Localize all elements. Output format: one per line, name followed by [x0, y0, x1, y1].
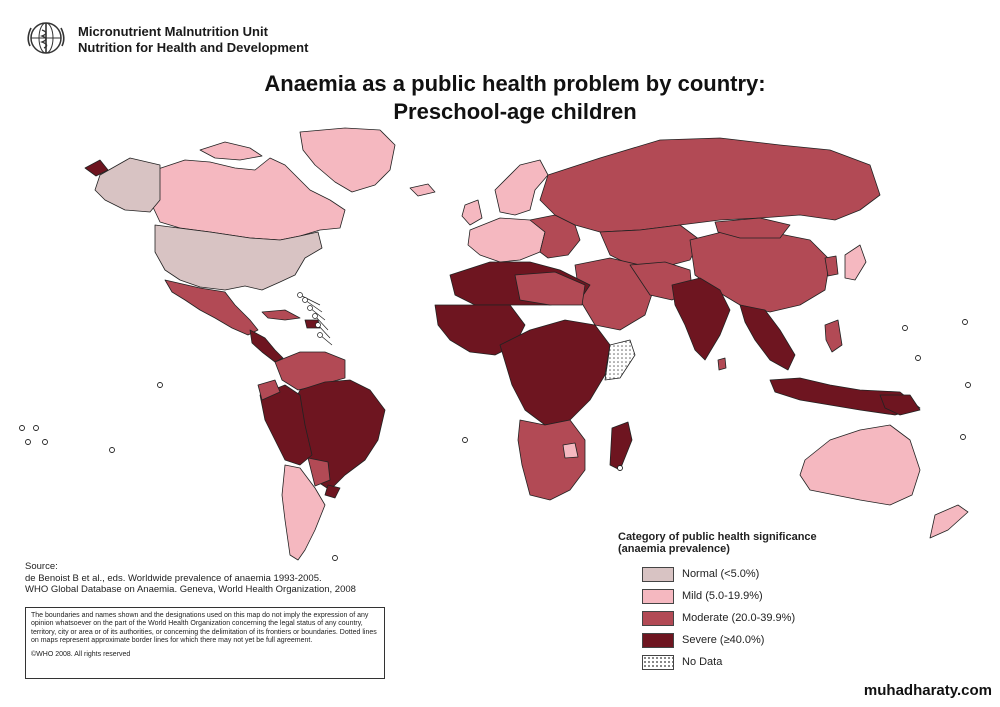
title-line-1: Anaemia as a public health problem by co… [264, 71, 766, 96]
island-marker [157, 382, 163, 388]
region-russia [539, 137, 881, 233]
island-marker [617, 465, 623, 471]
legend-label-severe: Severe (≥40.0%) [682, 634, 765, 646]
region-russia-far-east-isle [84, 159, 109, 177]
region-peru-bolivia [259, 384, 313, 466]
legend-swatch-severe [642, 632, 674, 648]
legend-swatch-moderate [642, 610, 674, 626]
legend-title-line-2: (anaemia prevalence) [618, 543, 730, 555]
legend-item-mild: Mild (5.0-19.9%) [642, 585, 868, 607]
region-korea [824, 255, 839, 277]
source-line-1: de Benoist B et al., eds. Worldwide prev… [25, 572, 322, 584]
island-marker [33, 425, 39, 431]
legend-title-line-1: Category of public health significance [618, 531, 817, 543]
region-canada [151, 157, 346, 241]
region-uk [461, 199, 483, 226]
region-egypt-libya [514, 271, 586, 306]
title-line-2: Preschool-age children [393, 99, 637, 124]
island-marker [462, 437, 468, 443]
region-philippines [824, 319, 843, 353]
region-central-america [249, 329, 284, 363]
region-middle-east [574, 257, 656, 331]
region-png [879, 394, 921, 416]
legend-item-moderate: Moderate (20.0-39.9%) [642, 607, 868, 629]
legend-label-no-data: No Data [682, 656, 723, 668]
region-canada-islands [199, 141, 263, 161]
page-title: Anaemia as a public health problem by co… [150, 70, 880, 126]
region-australia [799, 424, 921, 506]
region-usa [154, 224, 323, 291]
island-marker [42, 439, 48, 445]
legend-item-no-data: No Data [642, 651, 868, 673]
map-legend: Category of public health significance (… [618, 531, 868, 673]
region-central-africa [499, 319, 611, 426]
legend-title: Category of public health significance (… [618, 531, 868, 555]
legend-swatch-normal [642, 566, 674, 582]
island-marker [902, 325, 908, 331]
island-marker [297, 292, 303, 298]
region-sri-lanka [717, 357, 727, 371]
region-chile-argentina [281, 464, 326, 561]
org-line-2: Nutrition for Health and Development [78, 40, 309, 55]
island-marker [25, 439, 31, 445]
region-southern-africa [517, 419, 586, 501]
source-line-2: WHO Global Database on Anaemia. Geneva, … [25, 584, 356, 595]
island-marker [19, 425, 25, 431]
org-line-1: Micronutrient Malnutrition Unit [78, 24, 268, 39]
who-emblem-icon [27, 22, 65, 54]
region-cuba [261, 309, 301, 321]
region-central-asia [599, 224, 701, 269]
region-lesotho-mid [562, 442, 579, 459]
caribbean-callout-lines [299, 294, 333, 346]
source-label: Source: [25, 561, 58, 572]
island-marker [302, 297, 308, 303]
region-paraguay [307, 457, 331, 487]
region-ecuador [257, 379, 281, 401]
island-marker [332, 555, 338, 561]
island-marker [915, 355, 921, 361]
legend-item-normal: Normal (<5.0%) [642, 563, 868, 585]
island-marker [960, 434, 966, 440]
disclaimer-text: The boundaries and names shown and the d… [31, 612, 377, 645]
region-western-europe [467, 217, 546, 263]
island-marker [317, 332, 323, 338]
region-scandinavia [494, 159, 549, 216]
region-japan [844, 244, 867, 281]
legend-swatch-no-data [642, 654, 674, 670]
island-marker [307, 305, 313, 311]
region-new-zealand [929, 504, 969, 539]
legend-label-normal: Normal (<5.0%) [682, 568, 760, 580]
disclaimer-box: The boundaries and names shown and the d… [25, 607, 385, 679]
region-uruguay [324, 484, 341, 499]
region-greenland [299, 127, 396, 193]
region-mexico [164, 279, 259, 336]
island-marker [109, 447, 115, 453]
island-marker [962, 319, 968, 325]
region-alaska [94, 157, 161, 213]
region-iceland [409, 183, 436, 197]
watermark-text: muhadharaty.com [863, 682, 992, 699]
island-marker [315, 322, 321, 328]
legend-label-mild: Mild (5.0-19.9%) [682, 590, 763, 602]
legend-label-moderate: Moderate (20.0-39.9%) [682, 612, 796, 624]
island-marker [965, 382, 971, 388]
header-organization: Micronutrient Malnutrition Unit Nutritio… [22, 16, 308, 64]
region-southeast-asia [739, 304, 796, 371]
region-india [671, 277, 731, 361]
source-citation: Source: de Benoist B et al., eds. Worldw… [25, 561, 356, 596]
region-mongolia [714, 217, 791, 239]
legend-item-severe: Severe (≥40.0%) [642, 629, 868, 651]
copyright-text: ©WHO 2008. All rights reserved [31, 650, 131, 658]
island-marker [312, 313, 318, 319]
legend-swatch-mild [642, 588, 674, 604]
region-somalia [604, 339, 636, 381]
region-madagascar [609, 421, 633, 471]
region-colombia-venezuela [274, 351, 346, 391]
